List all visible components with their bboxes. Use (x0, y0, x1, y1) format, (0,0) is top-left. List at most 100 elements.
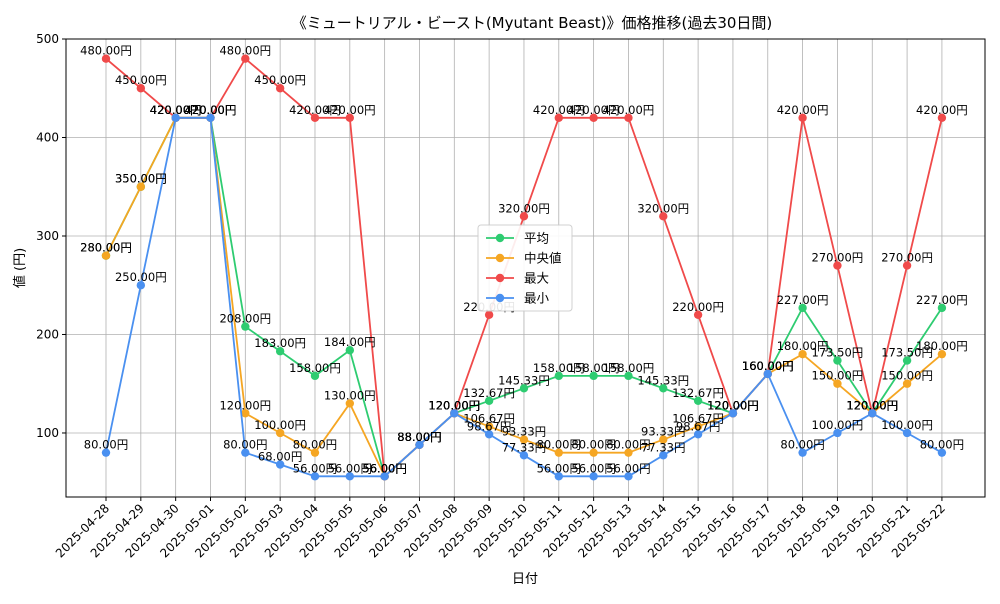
data-point (310, 371, 320, 381)
data-label: 158.00円 (533, 361, 585, 375)
data-point (659, 435, 668, 444)
data-point (798, 448, 807, 457)
data-label: 93.33円 (502, 425, 546, 439)
data-label: 180.00円 (916, 339, 968, 353)
y-tick-label: 300 (36, 229, 59, 243)
data-point (241, 54, 250, 63)
data-label: 80.00円 (293, 438, 337, 452)
data-point (101, 54, 111, 63)
data-label: 120.00円 (846, 398, 898, 412)
data-label: 80.00円 (780, 438, 824, 452)
data-label: 132.67円 (463, 386, 515, 400)
data-label: 120.00円 (428, 398, 480, 412)
data-point (206, 113, 215, 122)
chart-title: 《ミュートリアル・ビースト(Myutant Beast)》価格推移(過去30日間… (292, 14, 773, 32)
data-label: 280.00円 (80, 241, 132, 255)
data-point (763, 369, 772, 379)
data-point (937, 303, 947, 313)
data-label: 420.00円 (150, 103, 202, 117)
x-axis-label: 日付 (512, 572, 538, 587)
data-point (693, 430, 703, 439)
data-label: 106.67円 (672, 411, 724, 425)
data-label: 184.00円 (324, 335, 376, 349)
data-label: 56.00円 (328, 461, 372, 475)
data-label: 80.00円 (537, 438, 581, 452)
data-label: 106.67円 (463, 411, 515, 425)
legend-entry-label: 最小 (524, 291, 550, 306)
data-point (450, 409, 459, 418)
data-label: 280.00円 (80, 241, 132, 255)
data-point (345, 399, 355, 408)
data-point (484, 422, 494, 431)
data-label: 158.00円 (289, 361, 341, 375)
data-label: 56.00円 (362, 461, 406, 475)
data-point (624, 448, 633, 457)
data-label: 77.33円 (502, 440, 546, 454)
legend-entry-label: 中央値 (524, 251, 562, 266)
data-point (345, 113, 355, 122)
data-label: 80.00円 (920, 438, 964, 452)
data-label: 350.00円 (115, 172, 167, 186)
data-label: 88.00円 (397, 430, 441, 444)
data-label: 100.00円 (881, 418, 933, 432)
data-label: 420.00円 (150, 103, 202, 117)
data-point (136, 84, 146, 93)
data-point (693, 422, 703, 431)
data-point (902, 261, 912, 270)
data-point (275, 428, 285, 438)
data-label: 450.00円 (254, 73, 306, 87)
data-label: 145.33円 (637, 373, 689, 387)
data-label: 420.00円 (916, 103, 968, 117)
data-point (937, 448, 947, 457)
data-point (589, 472, 598, 481)
data-labels: 280.00円350.00円420.00円420.00円208.00円183.0… (80, 44, 968, 476)
y-tick-label: 100 (36, 426, 59, 440)
data-point (519, 212, 529, 221)
data-point (589, 448, 598, 457)
legend-swatch-marker (495, 293, 505, 303)
data-label: 220.00円 (672, 300, 724, 314)
data-point (659, 384, 668, 393)
data-point (728, 409, 738, 418)
data-label: 77.33円 (641, 440, 685, 454)
data-point (484, 310, 494, 319)
data-label: 150.00円 (812, 369, 864, 383)
data-label: 56.00円 (293, 461, 337, 475)
data-label: 100.00円 (254, 418, 306, 432)
data-label: 420.00円 (533, 103, 585, 117)
data-label: 420.00円 (568, 103, 620, 117)
data-point (659, 451, 668, 460)
data-point (833, 428, 842, 438)
data-label: 132.67円 (672, 386, 724, 400)
data-point (519, 384, 529, 393)
data-label: 420.00円 (150, 103, 202, 117)
data-point (868, 409, 877, 418)
data-label: 98.67円 (467, 419, 511, 433)
data-point (310, 472, 320, 481)
data-label: 480.00円 (80, 44, 132, 58)
data-point (345, 346, 355, 355)
data-point (659, 212, 668, 221)
y-tick-label: 200 (36, 327, 59, 341)
data-label: 120.00円 (219, 398, 271, 412)
data-label: 420.00円 (185, 103, 237, 117)
data-label: 158.00円 (568, 361, 620, 375)
data-label: 420.00円 (603, 103, 655, 117)
y-tick-label: 400 (36, 130, 59, 144)
data-label: 320.00円 (637, 201, 689, 215)
data-label: 120.00円 (428, 398, 480, 412)
data-label: 173.50円 (881, 346, 933, 360)
y-axis-label: 値 (円) (12, 248, 28, 288)
legend-box (477, 224, 573, 312)
data-point (275, 460, 285, 469)
data-label: 80.00円 (223, 438, 267, 452)
data-label: 173.50円 (812, 346, 864, 360)
data-point (415, 440, 424, 449)
data-label: 158.00円 (603, 361, 655, 375)
data-label: 120.00円 (846, 398, 898, 412)
data-label: 120.00円 (846, 398, 898, 412)
data-label: 120.00円 (707, 398, 759, 412)
